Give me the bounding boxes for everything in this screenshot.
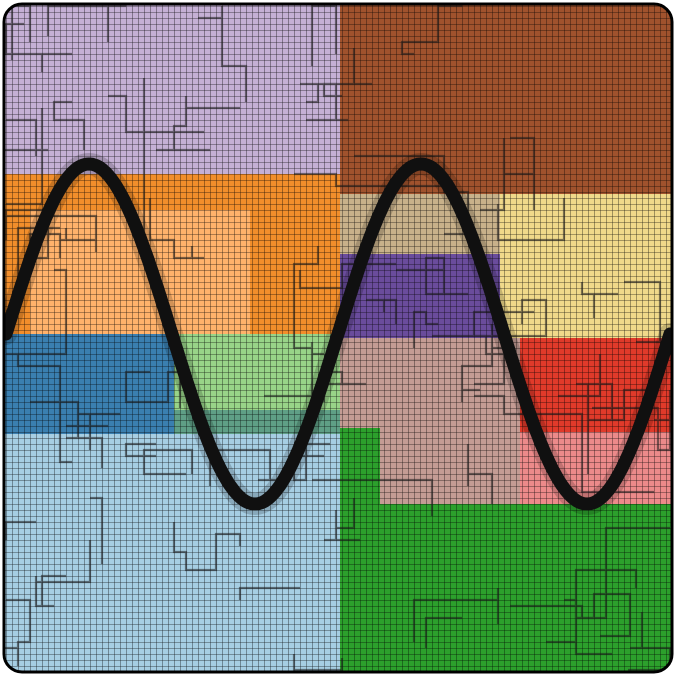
contour-line: [312, 478, 434, 516]
contour-line: [366, 298, 398, 324]
contour-line: [574, 582, 632, 638]
contour-line: [108, 94, 204, 134]
contour-line: [4, 208, 98, 252]
contour-line: [574, 568, 638, 588]
contour-line: [6, 108, 44, 206]
sine-wave-halo: [4, 152, 672, 516]
contour-line: [310, 4, 338, 66]
contour-line: [558, 354, 602, 474]
contour-line: [466, 444, 494, 504]
contour-line: [238, 586, 300, 600]
contour-line: [400, 4, 462, 56]
contour-line: [480, 162, 506, 212]
contour-line: [36, 232, 62, 258]
contour-line: [6, 352, 72, 464]
contour-line: [4, 22, 72, 72]
contour-line: [66, 412, 120, 450]
contour-line: [496, 198, 566, 242]
contour-line: [10, 4, 32, 60]
contour-line: [172, 522, 242, 572]
contour-line: [52, 100, 86, 150]
contour-line: [294, 172, 444, 188]
contour-line: [264, 342, 324, 398]
contour-line: [4, 598, 32, 666]
contour-line: [412, 588, 500, 642]
contour-line: [148, 198, 204, 260]
contour-line: [546, 618, 612, 656]
contour-line: [18, 268, 68, 356]
contour-line: [460, 324, 506, 402]
contour-line: [322, 48, 372, 98]
contour-line: [142, 448, 194, 476]
contour-line: [510, 604, 584, 618]
contour-line: [90, 496, 104, 564]
contour-line: [36, 540, 92, 584]
contour-line: [592, 390, 672, 452]
contour-line: [324, 498, 360, 542]
contour-line: [292, 654, 344, 672]
contour-line: [4, 118, 48, 156]
contour-line: [502, 136, 536, 210]
contour-line: [624, 280, 662, 344]
contour-line: [34, 574, 66, 608]
contour-line: [4, 520, 36, 540]
contour-line: [472, 298, 548, 338]
contour-line: [300, 82, 348, 122]
contour-line: [60, 228, 96, 242]
contour-line: [292, 246, 320, 350]
contour-line: [580, 282, 618, 318]
contour-line: [156, 96, 240, 152]
contour-line: [198, 6, 248, 102]
contour-line: [412, 310, 438, 348]
contour-line: [396, 256, 468, 296]
contour-line: [424, 616, 462, 648]
contour-line: [576, 382, 654, 422]
sine-wave: [4, 157, 672, 511]
